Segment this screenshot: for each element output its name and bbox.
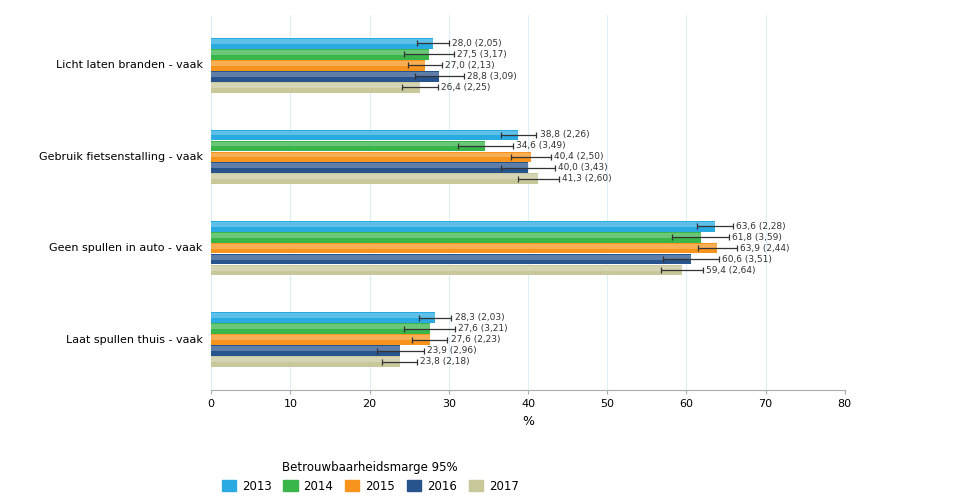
Bar bbox=[211, 334, 430, 345]
Bar bbox=[211, 265, 682, 276]
Text: 41,3 (2,60): 41,3 (2,60) bbox=[562, 174, 612, 183]
Text: 23,8 (2,18): 23,8 (2,18) bbox=[420, 357, 469, 366]
Bar bbox=[211, 71, 440, 82]
Text: 27,0 (2,13): 27,0 (2,13) bbox=[445, 61, 494, 70]
Text: 61,8 (3,59): 61,8 (3,59) bbox=[732, 233, 782, 242]
Bar bbox=[211, 314, 435, 318]
Text: 28,8 (3,09): 28,8 (3,09) bbox=[467, 72, 516, 81]
Bar bbox=[211, 312, 435, 323]
Bar bbox=[211, 174, 539, 179]
Bar bbox=[211, 243, 717, 254]
Text: 27,6 (3,21): 27,6 (3,21) bbox=[458, 324, 508, 333]
Bar bbox=[211, 83, 420, 87]
Text: 60,6 (3,51): 60,6 (3,51) bbox=[722, 254, 772, 264]
Bar bbox=[211, 232, 701, 242]
Legend: 2013, 2014, 2015, 2016, 2017: 2013, 2014, 2015, 2016, 2017 bbox=[217, 456, 523, 497]
Bar bbox=[211, 324, 430, 334]
Bar bbox=[211, 233, 701, 237]
Bar bbox=[211, 164, 528, 168]
Bar bbox=[211, 346, 400, 351]
Bar bbox=[211, 324, 430, 329]
Bar bbox=[211, 61, 425, 66]
Text: 28,0 (2,05): 28,0 (2,05) bbox=[452, 39, 502, 48]
Bar bbox=[211, 130, 518, 140]
Text: 40,4 (2,50): 40,4 (2,50) bbox=[554, 152, 604, 162]
Bar bbox=[211, 140, 485, 151]
Bar bbox=[211, 82, 420, 92]
Bar bbox=[211, 50, 429, 55]
Bar bbox=[211, 244, 717, 248]
Bar bbox=[211, 222, 715, 227]
Bar bbox=[211, 221, 715, 232]
Bar bbox=[211, 356, 399, 367]
Bar bbox=[211, 162, 528, 173]
Bar bbox=[211, 174, 539, 184]
Text: 34,6 (3,49): 34,6 (3,49) bbox=[516, 142, 565, 150]
Text: 27,5 (3,17): 27,5 (3,17) bbox=[457, 50, 507, 59]
Text: 23,9 (2,96): 23,9 (2,96) bbox=[427, 346, 477, 355]
Text: 26,4 (2,25): 26,4 (2,25) bbox=[442, 83, 491, 92]
Bar bbox=[211, 72, 440, 77]
Bar bbox=[211, 142, 485, 146]
Bar bbox=[211, 254, 691, 264]
Text: 38,8 (2,26): 38,8 (2,26) bbox=[540, 130, 589, 140]
Text: 28,3 (2,03): 28,3 (2,03) bbox=[455, 313, 504, 322]
Text: 63,9 (2,44): 63,9 (2,44) bbox=[740, 244, 789, 252]
Text: 59,4 (2,64): 59,4 (2,64) bbox=[706, 266, 756, 274]
Bar bbox=[211, 39, 433, 44]
Bar bbox=[211, 255, 691, 260]
Bar bbox=[211, 358, 399, 362]
Bar bbox=[211, 346, 400, 356]
Bar bbox=[211, 130, 518, 136]
Bar bbox=[211, 49, 429, 59]
Bar bbox=[211, 60, 425, 70]
X-axis label: %: % bbox=[522, 414, 534, 428]
Bar bbox=[211, 336, 430, 340]
Bar bbox=[211, 152, 531, 162]
Bar bbox=[211, 152, 531, 157]
Bar bbox=[211, 38, 433, 48]
Bar bbox=[211, 266, 682, 270]
Text: 63,6 (2,28): 63,6 (2,28) bbox=[736, 222, 786, 231]
Text: 40,0 (3,43): 40,0 (3,43) bbox=[559, 163, 608, 172]
Text: 27,6 (2,23): 27,6 (2,23) bbox=[450, 335, 500, 344]
